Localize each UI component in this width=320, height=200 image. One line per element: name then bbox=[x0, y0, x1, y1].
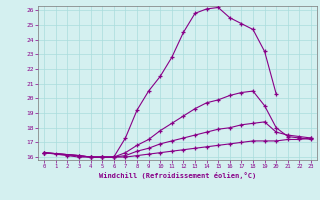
X-axis label: Windchill (Refroidissement éolien,°C): Windchill (Refroidissement éolien,°C) bbox=[99, 172, 256, 179]
